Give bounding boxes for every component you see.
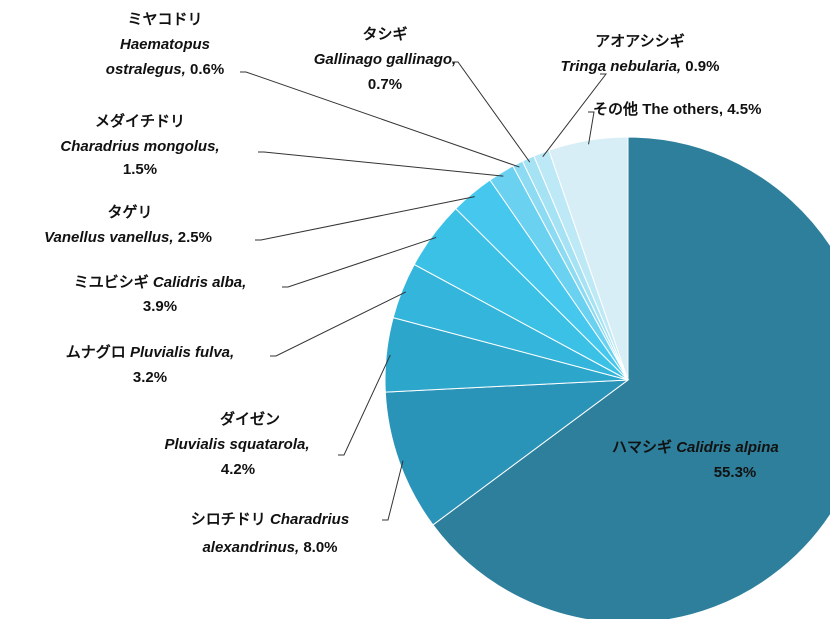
- label-part: The others,: [642, 101, 723, 118]
- slice-label: その他 The others, 4.5%: [593, 100, 761, 118]
- label-part: 0.6%: [190, 61, 224, 78]
- leader-line: [270, 291, 407, 357]
- leader-line: [240, 71, 520, 168]
- slice-label: Charadrius mongolus,: [60, 138, 219, 155]
- slice-label: 1.5%: [123, 161, 157, 178]
- leader-line: [255, 196, 475, 241]
- slice-label: ostralegus, 0.6%: [106, 61, 224, 78]
- pie-slice: [384, 379, 630, 526]
- pie-slice: [432, 136, 830, 619]
- slice-label: ミヤコドリ: [127, 11, 202, 28]
- pie-slice: [548, 136, 629, 381]
- slice-label: Haematopus: [120, 36, 210, 53]
- label-part: Calidris alpina: [676, 439, 779, 456]
- label-part: Haematopus: [120, 36, 210, 53]
- slice-label: Tringa nebularia, 0.9%: [561, 58, 720, 75]
- slice-label: 0.7%: [368, 76, 402, 93]
- leader-line: [282, 236, 437, 288]
- slice-label: タシギ: [362, 25, 407, 43]
- label-part: タゲリ: [107, 203, 152, 221]
- label-part: 0.9%: [685, 58, 719, 75]
- label-part: 3.9%: [143, 298, 177, 315]
- label-part: ミユビシギ: [74, 273, 149, 291]
- label-part: Charadrius mongolus,: [60, 138, 219, 155]
- label-part: alexandrinus,: [202, 539, 299, 556]
- label-part: Pluvialis squatarola,: [164, 436, 309, 453]
- slice-label: 4.2%: [221, 461, 255, 478]
- leader-line: [258, 151, 504, 177]
- label-part: ミヤコドリ: [127, 11, 202, 28]
- leader-line: [542, 73, 608, 158]
- label-part: Charadrius: [270, 511, 349, 528]
- slice-label: ミユビシギ Calidris alba,: [74, 273, 247, 291]
- label-part: Vanellus vanellus,: [44, 229, 174, 246]
- label-part: タシギ: [362, 25, 407, 43]
- leader-line: [452, 61, 531, 163]
- label-part: その他: [593, 100, 638, 118]
- slice-label: アオアシシギ: [595, 32, 684, 50]
- slice-label: ムナグロ Pluvialis fulva,: [66, 343, 234, 361]
- label-part: Calidris alba,: [153, 274, 246, 291]
- label-part: 55.3%: [714, 464, 757, 481]
- leader-line: [338, 354, 391, 456]
- label-part: 1.5%: [123, 161, 157, 178]
- label-part: シロチドリ: [191, 511, 266, 528]
- slice-label: タゲリ: [107, 203, 152, 221]
- label-part: ダイゼン: [220, 410, 280, 428]
- label-part: メダイチドリ: [95, 112, 185, 130]
- slice-label: ダイゼン: [220, 410, 280, 428]
- slice-label: Vanellus vanellus, 2.5%: [44, 229, 212, 246]
- label-part: 0.7%: [368, 76, 402, 93]
- slice-label: Pluvialis squatarola,: [164, 436, 309, 453]
- slice-label: 3.2%: [133, 369, 167, 386]
- leader-line: [382, 460, 404, 521]
- leader-line: [588, 111, 595, 145]
- label-part: Gallinago gallinago,: [314, 51, 457, 68]
- slice-label: Gallinago gallinago,: [314, 51, 457, 68]
- slice-label: alexandrinus, 8.0%: [202, 539, 337, 556]
- label-part: アオアシシギ: [595, 32, 684, 50]
- label-part: ostralegus,: [106, 61, 186, 78]
- label-part: 8.0%: [303, 539, 337, 556]
- slice-label: シロチドリ Charadrius: [191, 511, 349, 528]
- slice-label: ハマシギ Calidris alpina: [612, 438, 779, 456]
- slice-label: メダイチドリ: [95, 112, 185, 130]
- label-part: ハマシギ: [612, 438, 672, 456]
- label-part: 2.5%: [178, 229, 212, 246]
- slice-label: 55.3%: [714, 464, 757, 481]
- label-part: 3.2%: [133, 369, 167, 386]
- label-part: Tringa nebularia,: [561, 58, 682, 75]
- label-part: ムナグロ: [66, 343, 126, 361]
- slice-label: 3.9%: [143, 298, 177, 315]
- label-part: 4.2%: [221, 461, 255, 478]
- label-part: Pluvialis fulva,: [130, 344, 234, 361]
- label-part: 4.5%: [727, 101, 761, 118]
